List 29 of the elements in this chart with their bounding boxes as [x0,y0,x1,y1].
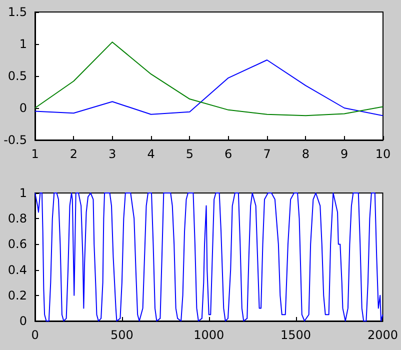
x-tick-label: 0 [31,328,39,342]
x-tick-label: 2000 [367,328,398,342]
x-tick-label: 4 [147,147,155,161]
y-tick-label: 0.2 [8,288,27,302]
x-tick-label: 8 [302,147,310,161]
y-tick-label: 1 [19,186,27,200]
y-tick-label: -0.5 [4,133,27,147]
x-tick-label: 9 [340,147,348,161]
y-tick-label: 0.6 [8,237,27,252]
x-tick-label: 1000 [194,328,224,342]
x-tick-label: 1 [31,147,39,161]
y-tick-label: 1.5 [8,5,27,19]
y-tick-label: 0 [19,314,27,328]
line-series [34,60,384,116]
y-tick-label: 0.5 [8,69,27,83]
x-tick-label: 2 [70,147,78,161]
y-tick-label: 0.4 [8,262,27,277]
x-tick-label: 500 [110,328,134,342]
y-tick-label: 0 [19,101,27,115]
x-tick-label: 6 [224,147,232,161]
x-tick-label: 3 [108,147,116,161]
x-tick-label: 5 [186,147,194,161]
x-tick-label: 10 [375,147,391,161]
line-series [34,42,384,116]
x-tick-label: 7 [263,147,271,161]
y-tick-label: 0.8 [8,212,27,226]
line-series [34,192,384,322]
x-tick-label: 1500 [280,328,312,342]
y-tick-label: 1 [19,37,27,51]
